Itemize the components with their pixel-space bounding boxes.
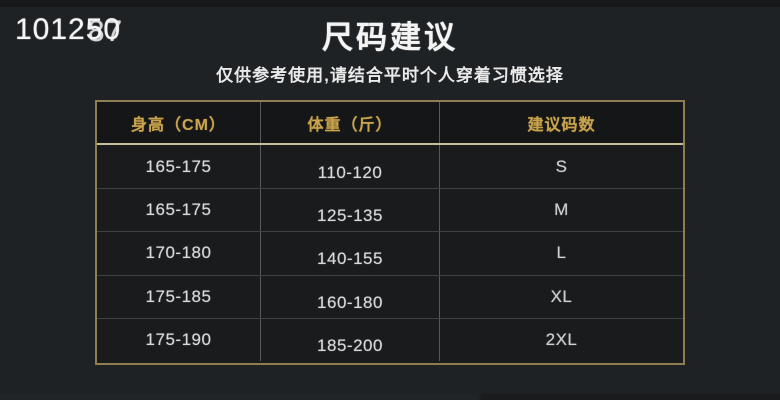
top-letterbox-strip [0, 0, 780, 7]
table-row: 165-175 110-120 S [97, 145, 683, 189]
table-row: 170-180 140-155 L [97, 231, 683, 275]
cell-weight: 185-200 [260, 318, 439, 361]
cell-weight: 140-155 [260, 232, 439, 275]
cell-weight: 125-135 [260, 189, 439, 232]
cell-weight: 110-120 [260, 145, 439, 189]
frame-counter-digits-b: 87 [87, 15, 124, 48]
cell-height: 175-190 [145, 329, 212, 349]
cell-size: M [439, 189, 683, 232]
table-row: 165-175 125-135 M [97, 188, 683, 232]
table-row: 175-190 185-200 2XL [97, 317, 683, 361]
page-title: 尺码建议 [322, 20, 458, 55]
column-header-height: 身高（CM） [131, 116, 226, 134]
cell-weight-value: 160-180 [317, 292, 383, 312]
cell-height: 175-185 [145, 286, 212, 306]
cell-height: 165-175 [145, 156, 212, 176]
cell-weight-value: 185-200 [317, 335, 383, 355]
frame-counter-digits-a: 50 [85, 13, 122, 46]
cell-size: L [439, 232, 683, 275]
column-header-weight: 体重（斤） [260, 102, 439, 143]
cell-size: 2XL [439, 318, 683, 361]
page-subtitle: 仅供参考使用,请结合平时个人穿着习惯选择 [216, 66, 564, 85]
cell-weight-value: 125-135 [317, 206, 383, 226]
cell-weight-value: 140-155 [317, 249, 383, 269]
column-header-size: 建议码数 [439, 102, 683, 143]
frame-counter-overlap: 50 87 [85, 13, 124, 48]
table-row: 175-185 160-180 XL [97, 274, 683, 318]
cell-height: 165-175 [145, 200, 212, 220]
cell-height: 170-180 [145, 243, 212, 263]
bottom-progress-strip [0, 394, 780, 400]
cell-size: XL [439, 275, 683, 318]
frame-counter-watermark: 101250 87 [15, 13, 124, 48]
cell-weight-value: 110-120 [317, 162, 383, 182]
frame-counter-base: 1012 [15, 13, 86, 46]
table-header-row: 身高（CM） 体重（斤） 建议码数 [97, 102, 683, 145]
size-chart-table: 身高（CM） 体重（斤） 建议码数 165-175 110-120 S 165-… [95, 100, 685, 365]
cell-weight: 160-180 [260, 275, 439, 318]
cell-size: S [439, 145, 683, 189]
